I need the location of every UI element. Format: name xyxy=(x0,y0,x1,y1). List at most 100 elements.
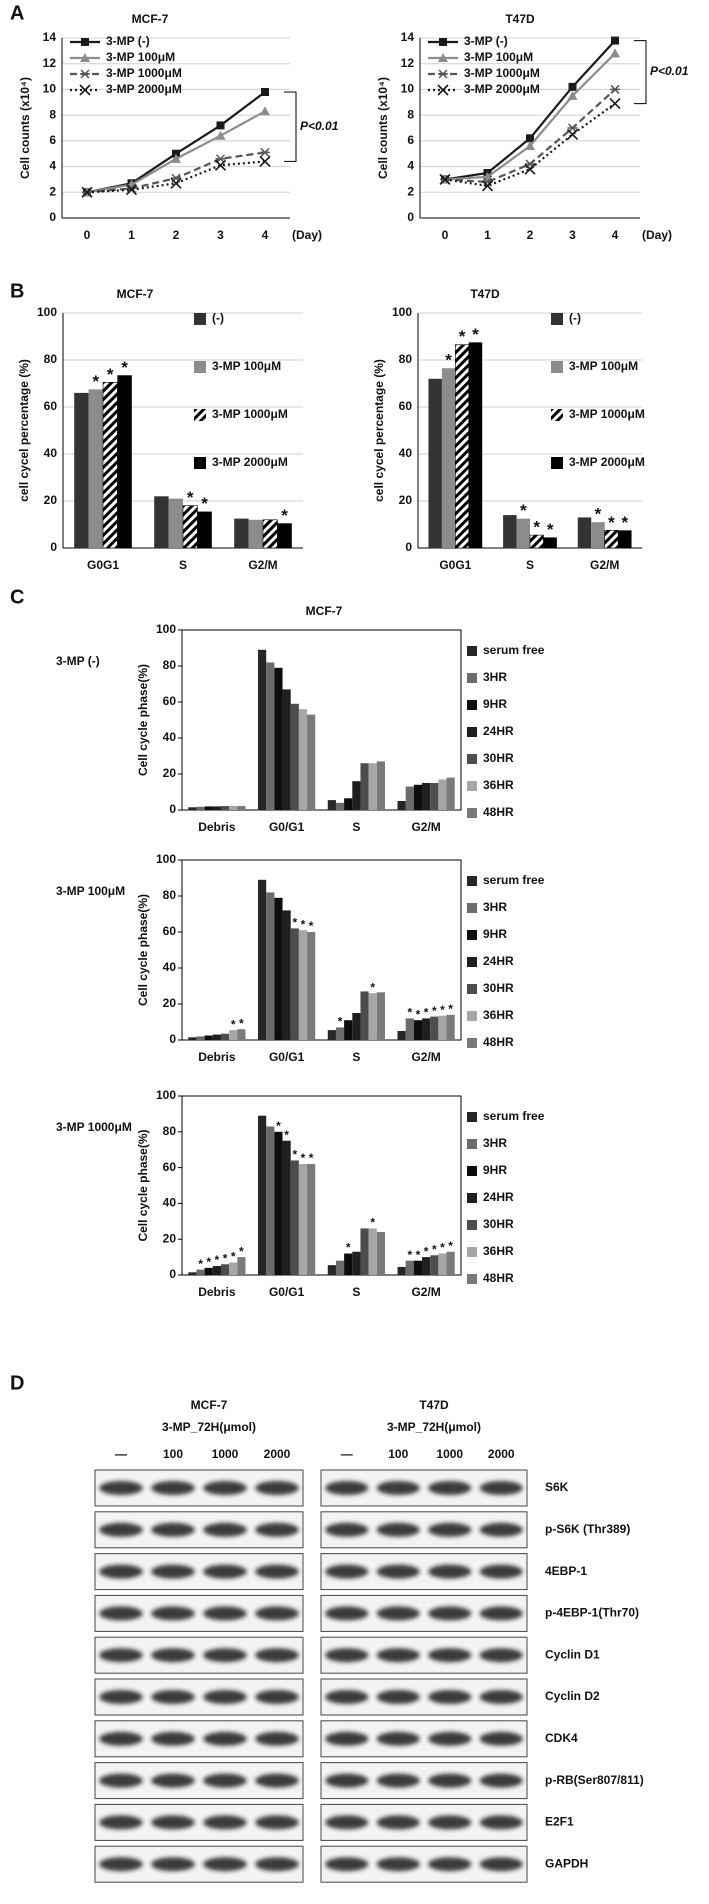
significance-mark: * xyxy=(198,1257,203,1271)
significance-mark: * xyxy=(309,919,314,933)
legend-label: 3-MP 1000μM xyxy=(212,407,288,421)
blot-band xyxy=(255,1815,299,1830)
x-tick-label: 3 xyxy=(569,228,576,242)
blot-band xyxy=(255,1522,299,1537)
lane-label: 1000 xyxy=(436,1447,463,1461)
x-tick-label: 2 xyxy=(173,228,180,242)
significance-mark: * xyxy=(440,1003,445,1017)
bar xyxy=(430,1255,439,1275)
chart-title: MCF-7 xyxy=(306,604,343,618)
bar xyxy=(154,496,169,548)
bar xyxy=(446,1251,455,1275)
legend-label: 3-MP 2000μM xyxy=(569,455,645,469)
bar xyxy=(229,1030,238,1040)
y-tick-label: 100 xyxy=(392,305,412,319)
legend-label: 36HR xyxy=(483,1244,514,1258)
y-tick-label: 60 xyxy=(163,1160,177,1174)
blot-band xyxy=(376,1481,420,1495)
blot-band xyxy=(255,1648,299,1663)
y-tick-label: 100 xyxy=(156,852,176,866)
bar xyxy=(352,1013,361,1040)
bar xyxy=(237,806,246,810)
bar xyxy=(335,1260,345,1275)
x-tick-label: Debris xyxy=(198,1285,236,1299)
bar xyxy=(405,1260,414,1275)
bar xyxy=(196,1036,205,1040)
row-label: 3-MP 100μM xyxy=(56,884,125,898)
legend-label: 3-MP 2000μM xyxy=(212,455,288,469)
legend-marker xyxy=(80,53,90,62)
significance-mark: * xyxy=(547,520,554,539)
bar xyxy=(212,1034,221,1040)
y-axis-label: cell cycel percentage (%) xyxy=(17,359,31,502)
y-tick-label: 40 xyxy=(44,446,58,460)
significance-mark: * xyxy=(239,1016,244,1030)
point xyxy=(439,173,451,185)
bar xyxy=(413,1260,423,1275)
blot-band xyxy=(151,1815,195,1830)
blot-band xyxy=(428,1606,472,1621)
significance-mark: * xyxy=(187,488,194,507)
bar xyxy=(204,806,213,810)
blot-band xyxy=(255,1690,299,1704)
legend-label: 48HR xyxy=(483,1035,514,1049)
lane-label: 1000 xyxy=(212,1447,239,1461)
blot-band xyxy=(151,1731,195,1746)
blot-band xyxy=(428,1564,472,1579)
significance-mark: * xyxy=(520,501,527,520)
panel-label: A xyxy=(10,2,24,24)
bar xyxy=(430,783,439,810)
blot-band xyxy=(325,1731,369,1746)
bar xyxy=(229,805,238,810)
blot-band xyxy=(428,1648,472,1663)
bar xyxy=(503,515,517,548)
blot-band xyxy=(479,1731,523,1746)
bar xyxy=(307,1164,316,1275)
legend-swatch xyxy=(194,409,206,421)
bar xyxy=(307,714,316,810)
protein-label: p-S6K (Thr389) xyxy=(545,1522,630,1536)
x-tick-label: Debris xyxy=(198,1050,236,1064)
bar xyxy=(237,1029,246,1040)
point xyxy=(171,173,181,183)
bar xyxy=(290,1160,299,1275)
bar xyxy=(577,517,592,548)
x-tick-label: 0 xyxy=(84,228,91,242)
legend-swatch xyxy=(467,930,477,940)
bar xyxy=(344,1253,353,1275)
blot-band xyxy=(203,1564,247,1579)
point xyxy=(170,177,182,189)
row-label: 3-MP (-) xyxy=(56,654,100,668)
significance-mark: * xyxy=(201,494,208,513)
blot-band xyxy=(151,1648,195,1663)
bar xyxy=(376,992,385,1040)
y-tick-label: 40 xyxy=(163,1196,177,1210)
bar xyxy=(204,1267,213,1275)
legend-marker xyxy=(81,38,89,46)
point xyxy=(126,183,137,193)
bar xyxy=(74,392,89,548)
bar xyxy=(262,519,278,549)
y-tick-label: 0 xyxy=(169,1032,176,1046)
bar xyxy=(618,530,632,548)
y-tick-label: 2 xyxy=(407,184,414,198)
significance-mark: * xyxy=(440,1241,445,1255)
point xyxy=(609,98,621,110)
significance-mark: * xyxy=(121,358,128,377)
annotation: P<0.01 xyxy=(650,64,689,78)
point xyxy=(524,163,536,175)
legend-label: 9HR xyxy=(483,1163,507,1177)
x-tick-label: 1 xyxy=(484,228,491,242)
bar xyxy=(543,537,557,548)
bar xyxy=(360,991,369,1040)
x-tick-label: G0G1 xyxy=(87,558,119,572)
y-tick-label: 0 xyxy=(169,1267,176,1281)
legend-label: 3-MP (-) xyxy=(106,34,150,48)
legend-swatch xyxy=(467,1247,477,1257)
chart-title: MCF-7 xyxy=(117,287,154,301)
significance-mark: * xyxy=(223,1251,228,1265)
y-tick-label: 20 xyxy=(163,996,177,1010)
legend-swatch xyxy=(551,361,563,373)
lane-label: — xyxy=(341,1447,353,1461)
y-tick-label: 40 xyxy=(399,446,413,460)
